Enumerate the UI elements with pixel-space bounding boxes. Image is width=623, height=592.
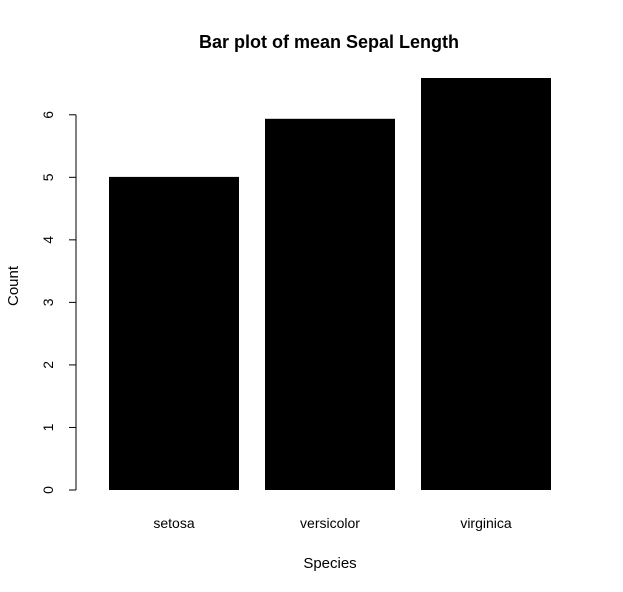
bar-setosa: [109, 176, 239, 490]
y-tick-label-6: 6: [40, 111, 56, 119]
x-axis-label: Species: [303, 555, 356, 572]
y-tick-label-3: 3: [40, 298, 56, 306]
y-ticks-group: 0 1 2 3 4 5 6: [40, 111, 76, 494]
y-tick-label-2: 2: [40, 361, 56, 369]
x-tick-label-setosa: setosa: [153, 515, 194, 531]
chart-title: Bar plot of mean Sepal Length: [199, 32, 459, 52]
y-tick-label-5: 5: [40, 173, 56, 181]
bars-group: [109, 78, 551, 491]
bar-virginica: [421, 78, 551, 490]
y-axis-label: Count: [5, 265, 22, 306]
y-tick-label-4: 4: [40, 236, 56, 244]
x-tick-labels-group: setosa versicolor virginica: [153, 515, 512, 531]
y-tick-label-0: 0: [40, 486, 56, 494]
x-tick-label-versicolor: versicolor: [300, 515, 360, 531]
x-tick-label-virginica: virginica: [460, 515, 512, 531]
y-tick-label-1: 1: [40, 423, 56, 431]
bar-versicolor: [265, 118, 395, 491]
